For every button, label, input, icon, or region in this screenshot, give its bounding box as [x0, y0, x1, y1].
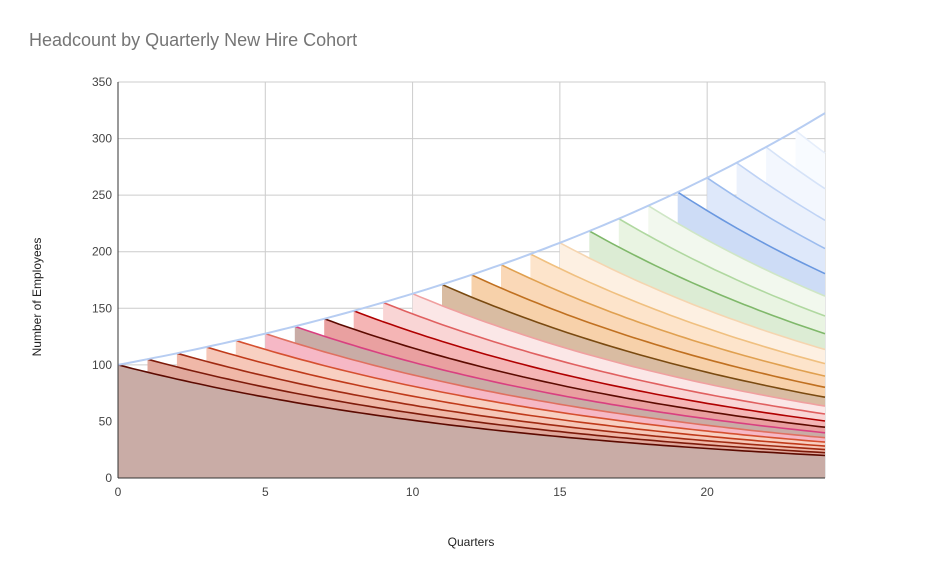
y-axis-title: Number of Employees [30, 238, 44, 357]
cohort-line [353, 310, 826, 422]
cohort-line [147, 358, 826, 454]
x-axis-title: Quarters [448, 535, 495, 549]
cohort-area [353, 310, 825, 428]
chart-title: Headcount by Quarterly New Hire Cohort [29, 30, 358, 50]
cohort-line [706, 177, 826, 250]
cohort-area [589, 231, 825, 350]
cohort-area [383, 302, 825, 421]
cohort-area [795, 130, 825, 189]
cohort-line [736, 162, 826, 221]
x-tick-label: 5 [262, 485, 269, 499]
cohort-lines [117, 112, 826, 457]
cohort-line [412, 292, 826, 407]
y-tick-label: 150 [92, 301, 112, 315]
cohort-line [206, 346, 826, 447]
cohort-line [471, 274, 826, 389]
cohort-area [471, 274, 825, 398]
cohort-line [117, 364, 826, 457]
cohort-line [441, 283, 826, 398]
cohort-line [294, 325, 826, 434]
y-tick-label: 250 [92, 188, 112, 202]
cohort-area [766, 147, 825, 221]
cohort-area [412, 293, 825, 414]
y-tick-label: 200 [92, 245, 112, 259]
x-tick-label: 20 [700, 485, 714, 499]
cohort-line [765, 146, 826, 190]
cohort-area [736, 162, 825, 249]
cohort-line [176, 352, 826, 451]
cohort-area [559, 242, 825, 364]
cohort-line [588, 230, 826, 335]
total-headcount-line [117, 112, 826, 366]
y-tick-label: 0 [105, 471, 112, 485]
cohort-area [118, 364, 825, 478]
cohort-line [795, 129, 826, 154]
cohort-line [530, 253, 826, 365]
cohort-line [647, 205, 826, 297]
cohort-line [265, 332, 826, 439]
cohort-line [677, 191, 826, 275]
cohort-line [235, 339, 826, 443]
cohort-area [501, 264, 825, 388]
x-tick-label: 15 [553, 485, 567, 499]
x-tick-label: 0 [115, 485, 122, 499]
y-tick-label: 50 [99, 414, 113, 428]
tick-labels: 0 50 100 150 200 250 300 350 0 5 10 15 20 [92, 75, 714, 499]
x-tick-label: 10 [406, 485, 420, 499]
cohort-line [559, 242, 826, 351]
axes [117, 82, 825, 479]
cohort-area [648, 205, 825, 316]
cohort-area [530, 254, 825, 377]
cohort-line [323, 318, 826, 428]
cohort-line [500, 263, 826, 377]
cohort-line [382, 301, 826, 415]
cohort-area [707, 177, 825, 274]
cohort-area [442, 284, 825, 407]
cohort-line [618, 218, 826, 317]
y-tick-label: 350 [92, 75, 112, 89]
cohort-area [677, 192, 825, 297]
cohort-areas [118, 130, 826, 478]
y-tick-label: 100 [92, 358, 112, 372]
y-tick-label: 300 [92, 132, 112, 146]
